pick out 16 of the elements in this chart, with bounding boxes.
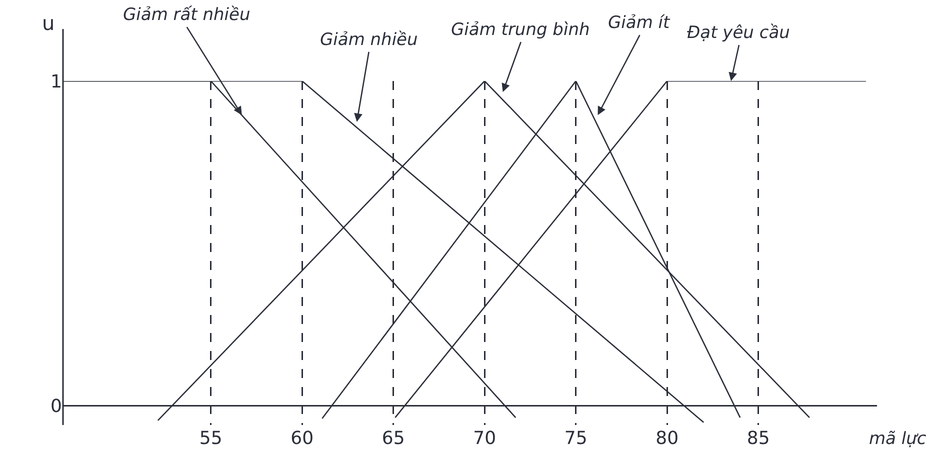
x-tick-label: 65 <box>382 428 405 449</box>
x-tick-label: 60 <box>290 428 314 449</box>
annotation: Giảm rất nhiều <box>123 5 250 25</box>
x-tick-label: 85 <box>746 428 770 449</box>
x-tick-label: 75 <box>564 428 588 449</box>
x-tick-label: 70 <box>473 428 496 449</box>
x-tick-label: 80 <box>656 428 679 449</box>
annotation: Giảm trung bình <box>451 20 590 40</box>
y-tick-label: 0 <box>50 396 62 417</box>
y-tick-label: 1 <box>50 71 62 92</box>
annotation: Giảm nhiều <box>320 30 418 50</box>
x-tick-label: 55 <box>199 428 222 449</box>
y-axis-title: u <box>42 11 55 35</box>
annotation: Giảm ít <box>608 13 671 33</box>
x-axis-title: mã lực <box>869 429 927 449</box>
annotation: Đạt yêu cầu <box>687 23 790 43</box>
